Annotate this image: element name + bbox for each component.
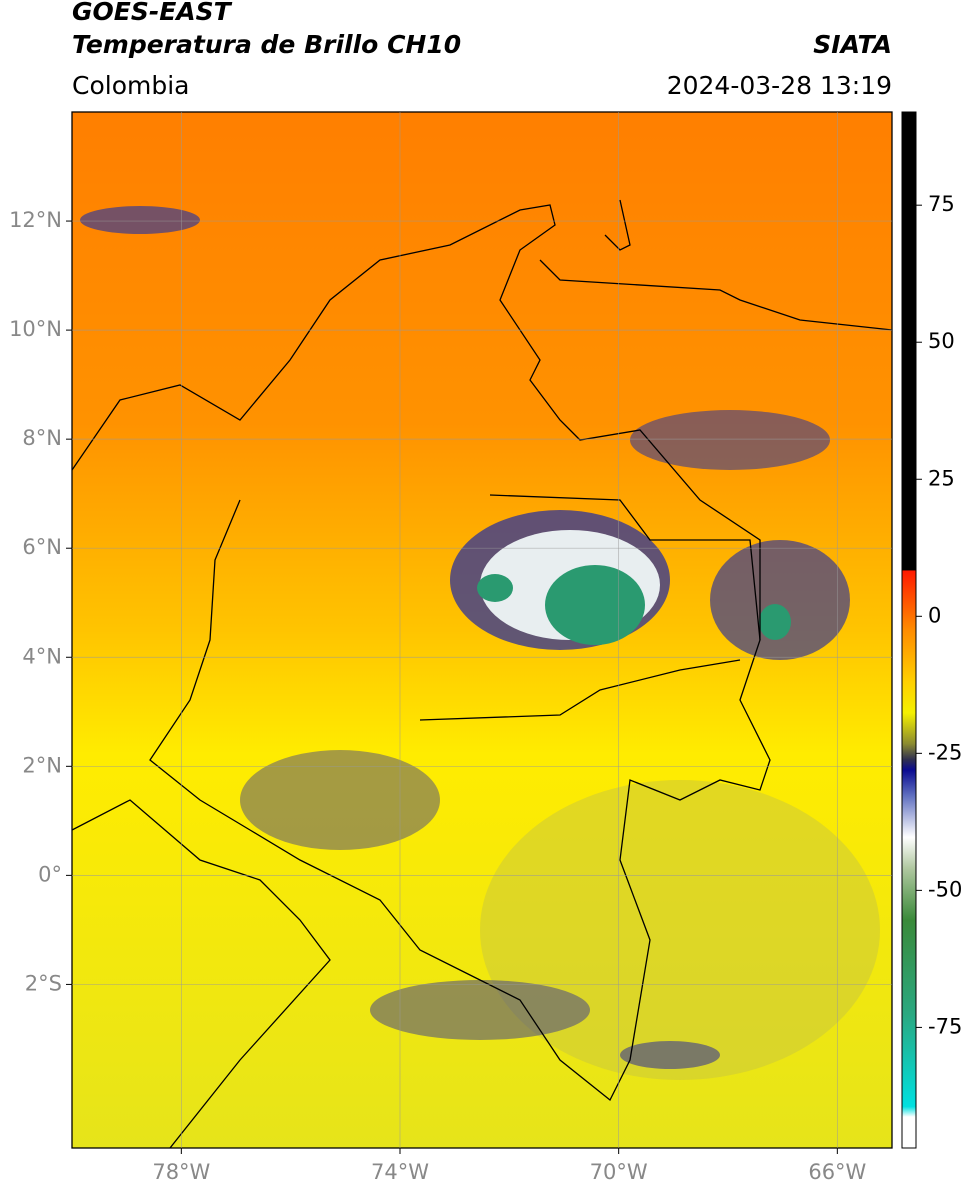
colorbar-tick-label: -75 [928,1014,962,1038]
lat-tick-label: 2°S [25,971,62,995]
lat-tick-label: 12°N [9,208,62,232]
lon-tick-label: 74°W [371,1160,429,1184]
colorbar-tick-label: -50 [928,877,962,901]
lat-tick-label: 6°N [22,535,62,559]
colorbar-tick-label: 50 [928,329,955,353]
lat-tick-label: 4°N [22,644,62,668]
lon-tick-label: 66°W [808,1160,866,1184]
lat-tick-label: 2°N [22,753,62,777]
datetime: 2024-03-28 13:19 [667,71,892,100]
lat-tick-label: 8°N [22,426,62,450]
colorbar-tick-label: 75 [928,192,955,216]
map-frame [71,111,893,1149]
colorbar-tick-label: 25 [928,466,955,490]
source: SIATA [813,30,892,59]
colorbar-tick-label: 0 [928,603,941,627]
map-image [72,112,892,1148]
region: Colombia [72,71,189,100]
lat-tick-label: 0° [38,862,62,886]
title: GOES-EAST [72,0,233,26]
colorbar-tick-label: -25 [928,740,962,764]
lon-tick-label: 70°W [590,1160,648,1184]
colorbar [901,111,917,1149]
lat-tick-label: 10°N [9,317,62,341]
subtitle: Temperatura de Brillo CH10 [72,30,461,59]
lon-tick-label: 78°W [152,1160,210,1184]
